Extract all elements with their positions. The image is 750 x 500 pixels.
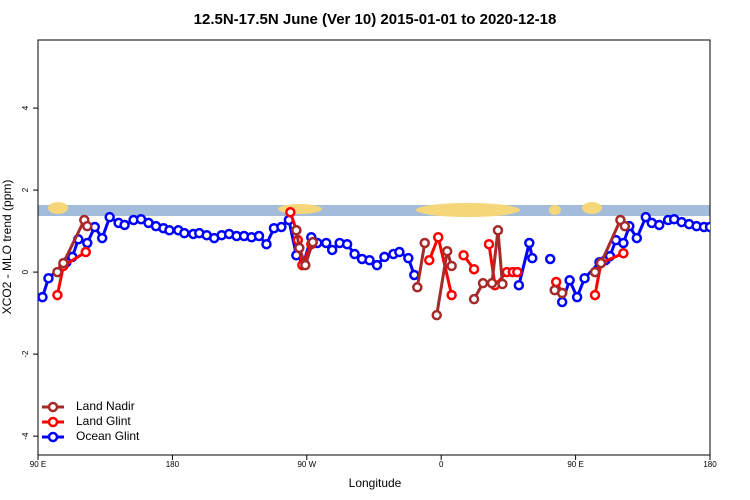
data-point — [704, 221, 710, 233]
data-point — [477, 277, 489, 289]
data-point — [441, 245, 453, 257]
data-point — [524, 237, 535, 249]
x-tick-label: 0 — [439, 460, 444, 469]
data-point — [261, 238, 272, 250]
plot-frame — [37, 39, 711, 456]
x-tick-label: 90 W — [297, 460, 316, 469]
legend-label: Land Glint — [76, 414, 131, 428]
data-point — [38, 291, 48, 303]
data-point — [424, 254, 435, 266]
data-point — [300, 259, 311, 271]
data-point — [589, 266, 601, 278]
series-line — [55, 211, 624, 296]
legend-swatch — [47, 416, 59, 428]
chart-title: 12.5N-17.5N June (Ver 10) 2015-01-01 to … — [194, 11, 557, 28]
legend-label: Land Nadir — [76, 399, 135, 413]
data-point — [179, 227, 190, 239]
x-axis-label: Longitude — [349, 476, 402, 490]
data-point — [341, 238, 353, 250]
data-point — [96, 232, 108, 244]
data-point — [550, 276, 562, 288]
data-point — [458, 250, 469, 261]
plot-area — [38, 206, 710, 321]
data-point — [556, 287, 568, 299]
x-tick-label: 180 — [703, 460, 717, 469]
data-point — [486, 277, 498, 289]
data-point — [564, 275, 575, 286]
data-point — [631, 232, 643, 244]
data-point — [527, 252, 538, 264]
data-point — [58, 257, 69, 269]
data-point — [497, 278, 508, 290]
data-point — [82, 220, 93, 232]
data-point — [326, 244, 338, 256]
data-point — [285, 206, 296, 218]
data-point — [412, 282, 423, 293]
data-point — [52, 266, 63, 278]
y-tick-label: 4 — [21, 105, 30, 110]
data-point — [371, 259, 383, 271]
data-point — [164, 225, 175, 236]
data-point — [589, 289, 601, 301]
data-point — [640, 211, 652, 223]
data-point — [492, 225, 504, 236]
y-tick-label: 0 — [21, 269, 30, 274]
data-point — [483, 238, 495, 250]
data-point — [349, 248, 360, 260]
data-point — [291, 225, 302, 236]
data-point — [513, 279, 525, 291]
y-tick-label: 2 — [21, 187, 30, 192]
data-point — [512, 266, 523, 278]
data-point — [432, 231, 444, 243]
legend-swatch — [47, 401, 59, 413]
data-point — [468, 263, 480, 275]
data-point — [80, 246, 92, 258]
data-point — [431, 309, 442, 321]
data-point — [104, 211, 115, 223]
data-point — [379, 251, 390, 263]
data-point — [544, 253, 556, 265]
data-point — [653, 219, 665, 231]
data-point — [394, 246, 405, 258]
data-point — [119, 219, 130, 231]
data-point — [253, 230, 265, 242]
data-point — [52, 289, 63, 301]
y-tick-label: -4 — [21, 432, 30, 440]
data-point — [409, 269, 420, 281]
legend-label: Ocean Glint — [76, 429, 140, 443]
data-point — [307, 236, 319, 248]
data-point — [595, 257, 607, 269]
data-point — [618, 247, 629, 259]
x-tick-label: 90 E — [30, 460, 46, 469]
data-point — [579, 273, 590, 284]
data-point — [43, 273, 54, 284]
data-point — [403, 252, 414, 264]
data-point — [364, 254, 375, 266]
data-point — [82, 237, 93, 249]
y-axis-label: XCO2 - MLO trend (ppm) — [0, 180, 14, 315]
data-point — [294, 242, 305, 254]
data-point — [571, 291, 583, 303]
legend-swatch — [47, 431, 59, 443]
data-point — [556, 296, 568, 308]
data-point — [618, 237, 629, 249]
data-point — [419, 237, 431, 249]
data-point — [468, 293, 480, 305]
data-point — [446, 289, 457, 301]
series-line — [56, 216, 627, 316]
data-point — [619, 220, 631, 232]
data-point — [446, 260, 457, 272]
data-point — [276, 221, 287, 233]
x-tick-label: 90 E — [567, 460, 583, 469]
x-tick-label: 180 — [166, 460, 180, 469]
data-point — [320, 237, 332, 249]
y-tick-label: -2 — [21, 350, 30, 358]
